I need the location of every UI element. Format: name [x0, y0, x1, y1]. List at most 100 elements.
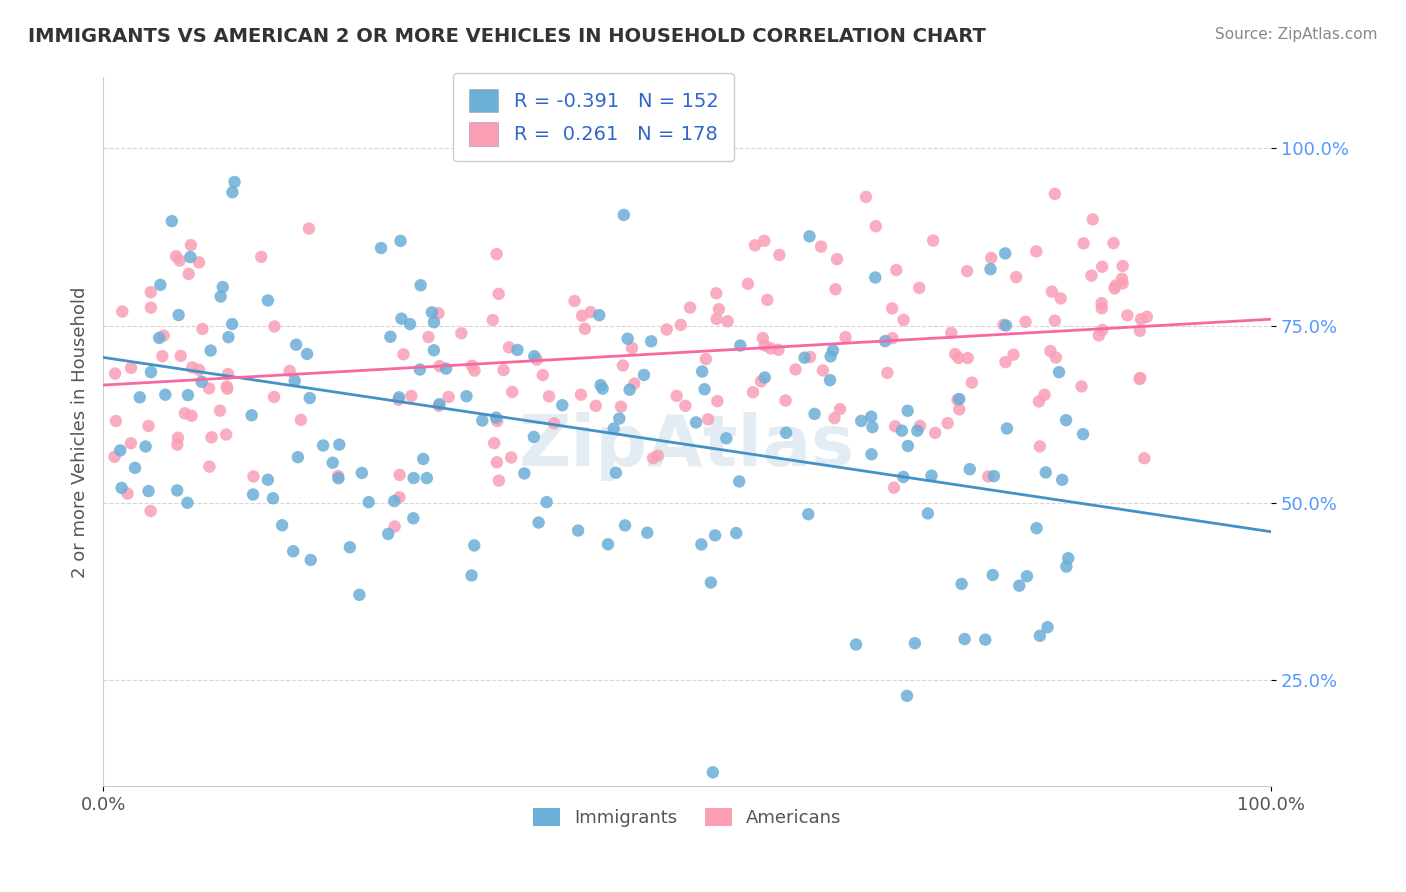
- Point: [665, 389, 688, 403]
- Point: [139, 301, 162, 315]
- Point: [464, 363, 486, 377]
- Point: [402, 511, 425, 525]
- Point: [148, 331, 170, 345]
- Point: [1008, 579, 1031, 593]
- Point: [180, 238, 202, 252]
- Point: [614, 518, 637, 533]
- Point: [124, 460, 146, 475]
- Point: [488, 286, 510, 301]
- Point: [754, 234, 776, 248]
- Point: [312, 438, 335, 452]
- Point: [357, 495, 380, 509]
- Point: [737, 277, 759, 291]
- Point: [1071, 427, 1094, 442]
- Point: [717, 314, 740, 328]
- Point: [339, 541, 361, 555]
- Point: [412, 452, 434, 467]
- Point: [1091, 301, 1114, 316]
- Point: [215, 427, 238, 442]
- Point: [120, 436, 142, 450]
- Point: [908, 418, 931, 433]
- Point: [263, 319, 285, 334]
- Point: [506, 343, 529, 357]
- Point: [803, 407, 825, 421]
- Point: [569, 388, 592, 402]
- Point: [399, 317, 422, 331]
- Point: [1104, 281, 1126, 295]
- Point: [981, 568, 1004, 582]
- Point: [104, 414, 127, 428]
- Point: [402, 471, 425, 485]
- Point: [695, 352, 717, 367]
- Point: [485, 410, 508, 425]
- Point: [486, 414, 509, 428]
- Point: [388, 467, 411, 482]
- Point: [531, 368, 554, 382]
- Point: [1005, 270, 1028, 285]
- Point: [956, 264, 979, 278]
- Point: [380, 330, 402, 344]
- Point: [454, 127, 477, 141]
- Point: [188, 363, 211, 377]
- Point: [693, 382, 716, 396]
- Point: [811, 363, 834, 377]
- Point: [170, 349, 193, 363]
- Point: [876, 366, 898, 380]
- Point: [775, 425, 797, 440]
- Point: [1002, 348, 1025, 362]
- Point: [564, 293, 586, 308]
- Point: [730, 338, 752, 352]
- Point: [284, 374, 307, 388]
- Point: [523, 349, 546, 363]
- Point: [690, 364, 713, 378]
- Point: [328, 469, 350, 483]
- Point: [177, 267, 200, 281]
- Point: [429, 397, 451, 411]
- Point: [166, 483, 188, 498]
- Point: [669, 318, 692, 332]
- Point: [224, 175, 246, 189]
- Point: [890, 424, 912, 438]
- Point: [138, 419, 160, 434]
- Point: [198, 381, 221, 395]
- Point: [828, 402, 851, 417]
- Point: [980, 251, 1002, 265]
- Point: [538, 389, 561, 403]
- Point: [423, 343, 446, 358]
- Point: [1104, 278, 1126, 293]
- Point: [588, 308, 610, 322]
- Point: [1043, 313, 1066, 327]
- Point: [1039, 344, 1062, 359]
- Point: [567, 524, 589, 538]
- Point: [754, 370, 776, 384]
- Point: [526, 352, 548, 367]
- Point: [1043, 186, 1066, 201]
- Point: [700, 575, 723, 590]
- Point: [865, 270, 887, 285]
- Point: [884, 419, 907, 434]
- Point: [191, 322, 214, 336]
- Point: [160, 214, 183, 228]
- Point: [882, 301, 904, 316]
- Point: [298, 391, 321, 405]
- Point: [860, 447, 883, 461]
- Point: [150, 349, 173, 363]
- Point: [647, 449, 669, 463]
- Point: [1088, 328, 1111, 343]
- Point: [820, 350, 842, 364]
- Point: [825, 252, 848, 266]
- Point: [605, 466, 627, 480]
- Point: [655, 322, 678, 336]
- Point: [946, 392, 969, 407]
- Text: ZipAtlas: ZipAtlas: [519, 411, 855, 481]
- Point: [536, 495, 558, 509]
- Point: [481, 313, 503, 327]
- Point: [471, 413, 494, 427]
- Point: [1025, 521, 1047, 535]
- Point: [744, 238, 766, 252]
- Point: [427, 306, 450, 320]
- Point: [1090, 296, 1112, 310]
- Point: [690, 537, 713, 551]
- Point: [295, 347, 318, 361]
- Point: [250, 250, 273, 264]
